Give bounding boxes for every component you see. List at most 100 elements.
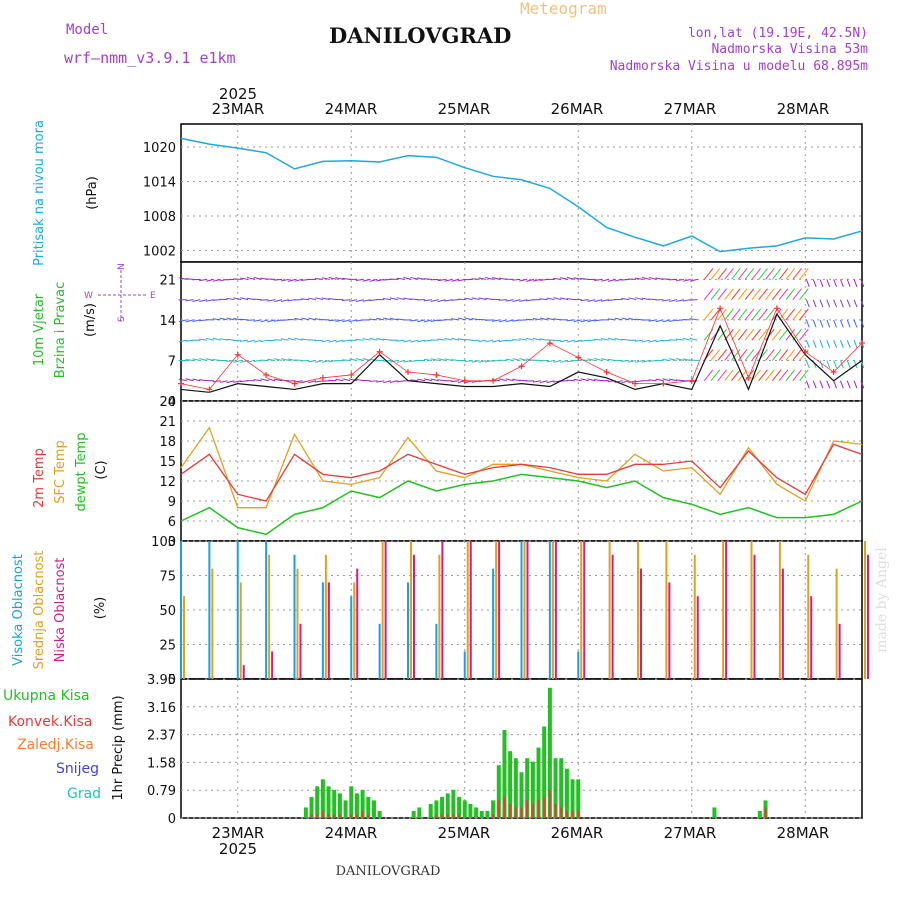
wind-arrow [560,277,569,280]
precip-total-bar [366,796,371,818]
top-date-axis: 2025 23MAR 24MAR 25MAR 26MAR 27MAR 28MAR [212,85,830,118]
wind-arrow [539,298,548,301]
wind-arrow [532,380,541,383]
wind-arrow [812,340,817,348]
wind-arrow [437,299,446,303]
wind-arrow [430,358,439,361]
wind-arrow [675,319,684,322]
cloud-mid-bar [268,554,271,679]
precip-total-bar [485,810,490,818]
wind-arrow [253,319,262,322]
wind-arrow [464,317,473,321]
precip-convective-bar [543,796,546,818]
wind-arrow [648,298,657,301]
wind-arrow [274,319,283,322]
wind-arrow [410,319,419,322]
wind-arrow [833,360,837,369]
wind-arrow [600,338,610,341]
wind-arrow [785,369,796,382]
cloud-tick-label: 25 [159,639,176,654]
wind-arrow [260,299,269,301]
wind-arrow [492,277,501,280]
wind-arrow [634,380,644,383]
wind-arrow [519,338,528,341]
wind-arrow [846,380,851,389]
wind-arrow [233,297,242,301]
wind-arrow [833,319,837,328]
precip-total-bar [525,758,530,818]
wind-arrow [846,360,851,369]
wind-arrow [662,319,671,323]
wind-arrow [805,279,810,288]
cloud-mid-bar [466,541,469,679]
wind-arrow [839,380,844,389]
wind-arrow [451,278,460,282]
wind-arrow [778,349,789,361]
cloud-high-bar [520,541,523,679]
wind-arrow [498,339,507,343]
wind-arrow [689,318,698,321]
elevation-label: Nadmorska Visina 53m [711,42,868,57]
cloud-high-bar [180,541,182,679]
wind-arrow [785,308,796,321]
wind-arrow [212,337,221,341]
wind-arrow [525,318,535,321]
wind-arrow [751,308,761,321]
wind-arrow [437,379,446,382]
wind-arrow [382,278,392,281]
wind-arrow [717,268,727,280]
wind-arrow [417,339,426,343]
wind-arrow [675,278,684,282]
wind-arrow [369,299,378,302]
wind-arrow [206,278,215,282]
wind-arrow [396,380,405,383]
precip-total-bar [360,789,365,818]
lonlat-label: lon,lat (19.19E, 42.5N) [688,26,868,41]
wind-arrow [437,357,446,361]
wind-arrow [274,278,283,281]
wind-arrow [634,318,643,321]
cloud-high-bar [492,568,495,679]
wind-ylabel-1: 10m Vjetar [32,293,47,366]
wind-arrow [833,299,837,308]
precip-total-bar [508,751,513,818]
gust-line [180,307,863,390]
y-tick-labels: 1002100810141020071421369121518212402550… [143,141,176,827]
wind-arrow [675,379,684,382]
wind-arrow [260,277,269,280]
wind-arrow [553,318,562,321]
bottom-date-axis: 23MAR 24MAR 25MAR 26MAR 27MAR 28MAR 2025 [212,824,830,858]
wind-arrow [553,339,562,342]
wind-arrow [641,339,650,343]
cloud-low-bar [242,665,245,679]
wind-arrow [724,268,734,280]
wind-arrow [451,380,460,383]
wind-arrow [492,339,501,343]
wind-arrow [833,279,837,288]
wind-arrow [778,308,789,321]
wind-arrow [621,338,630,341]
wind-arrow [580,319,589,323]
precip-total-bar [757,810,762,818]
cloud-low-bar [469,541,472,679]
wind-arrow [314,277,323,280]
wind-arrow [185,378,194,382]
wind-arrow [546,297,555,301]
wind-arrow [410,339,419,343]
wind-arrow [192,299,201,302]
wind-arrow [212,318,221,321]
wind-arrow [587,319,596,323]
cloud-mid-bar [239,582,242,679]
precip-tick-label: 0 [168,812,176,827]
wind-arrow [349,378,358,382]
wind-arrow [717,288,727,300]
credit-watermark: made by Angel [874,547,890,653]
wind-arrow [621,297,630,301]
wind-arrow [178,319,187,323]
precip-total-bar [411,810,416,818]
wind-arrow [451,337,460,341]
bottom-tick-label: 25MAR [438,824,491,842]
wind-arrow [437,278,446,282]
cloud-high-bar [350,596,353,679]
wind-arrow [328,379,337,382]
